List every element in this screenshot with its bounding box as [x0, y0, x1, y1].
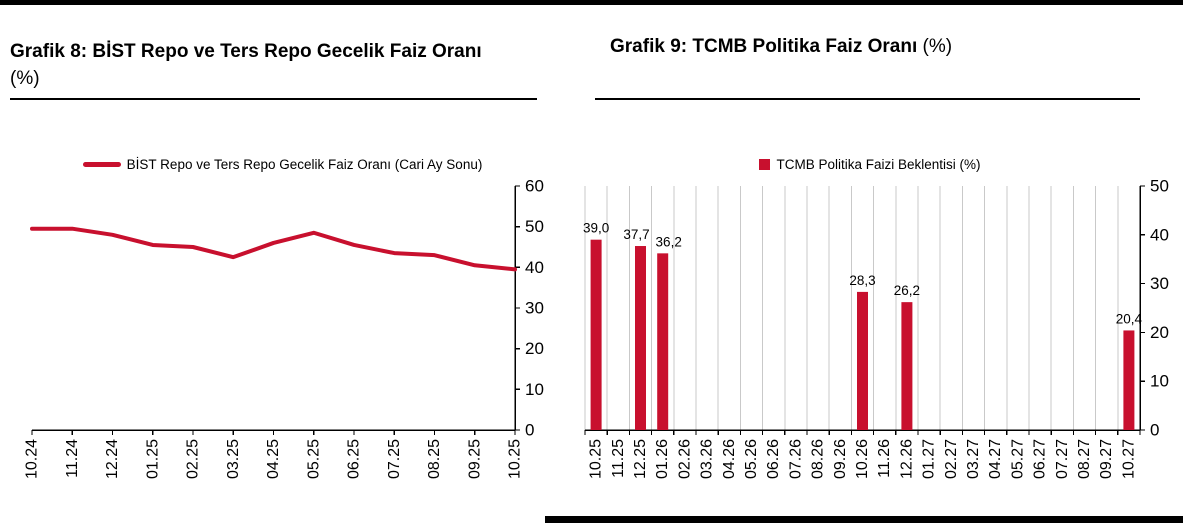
x-axis-tick-label: 12.25: [632, 439, 649, 479]
bar-value-label: 28,3: [849, 273, 875, 288]
x-axis-tick-label: 08.26: [810, 439, 827, 479]
grafik9-title: Grafik 9: TCMB Politika Faiz Oranı (%): [610, 33, 1180, 60]
y-axis-tick-label: 50: [1150, 177, 1169, 196]
x-axis-tick-label: 05.27: [1009, 439, 1026, 479]
bar-legend-swatch-icon: [759, 159, 771, 170]
y-axis-tick-label: 10: [1150, 372, 1169, 391]
x-axis-tick-label: 06.27: [1032, 439, 1049, 479]
x-axis-tick-label: 09.27: [1098, 439, 1115, 479]
x-axis-tick-label: 01.27: [921, 439, 938, 479]
bar-value-label: 26,2: [894, 283, 920, 298]
grafik9-title-unit: (%): [917, 36, 953, 57]
x-axis-tick-label: 03.27: [965, 439, 982, 479]
x-axis-tick-label: 11.24: [64, 439, 81, 478]
y-axis-tick-label: 40: [1150, 225, 1169, 244]
bar: [901, 302, 913, 430]
x-axis-tick-label: 12.24: [104, 439, 121, 479]
y-axis-tick-label: 60: [525, 177, 544, 196]
x-axis-tick-label: 06.25: [346, 439, 363, 479]
x-axis-tick-label: 07.25: [386, 439, 403, 479]
x-axis-tick-label: 01.25: [144, 439, 161, 479]
x-axis-tick-label: 01.26: [654, 439, 671, 479]
grafik9-title-text: Grafik 9: TCMB Politika Faiz Oranı: [610, 36, 918, 57]
x-axis-tick-label: 03.25: [225, 439, 242, 479]
x-axis-tick-label: 11.26: [876, 439, 893, 478]
grafik8-legend-label: BİST Repo ve Ters Repo Gecelik Faiz Oran…: [126, 157, 483, 172]
x-axis-tick-label: 02.26: [676, 439, 693, 479]
y-axis-tick-label: 0: [1150, 421, 1159, 440]
x-axis-tick-label: 10.24: [24, 439, 41, 479]
x-axis-tick-label: 07.26: [787, 439, 804, 479]
grafik9-title-underline: [595, 98, 1140, 100]
y-axis-tick-label: 30: [525, 299, 544, 318]
grafik8-title: Grafik 8: BİST Repo ve Ters Repo Gecelik…: [10, 38, 510, 92]
grafik8-line-chart: 0 10 20 30 40 50 60 10.24 11.24 12.24 01.25 02.25 03…: [24, 177, 544, 480]
bar: [657, 253, 669, 430]
x-axis-tick-label: 02.27: [943, 439, 960, 479]
top-divider-bar: [0, 0, 1183, 5]
x-axis-tick-label: 10.26: [854, 439, 871, 479]
x-axis-tick-label: 11.25: [610, 439, 627, 478]
x-axis-tick-label: 04.25: [265, 439, 282, 479]
y-axis-tick-label: 20: [1150, 323, 1169, 342]
grafik9-bar-chart: 0 10 20 30 40 50 10.25 39,0 11.25 12.25 37,7 01.26 3…: [583, 177, 1169, 480]
line-legend-swatch-icon: [82, 162, 121, 167]
bar: [590, 239, 602, 430]
line-series: [30, 226, 517, 272]
x-axis-tick-label: 09.26: [832, 439, 849, 479]
grafik8-legend: BİST Repo ve Ters Repo Gecelik Faiz Oran…: [10, 157, 555, 172]
x-axis-tick-label: 10.25: [507, 439, 524, 479]
x-axis-tick-label: 10.27: [1120, 439, 1137, 479]
x-axis-tick-label: 04.26: [721, 439, 738, 479]
x-axis-tick-label: 06.26: [765, 439, 782, 479]
y-axis-tick-label: 10: [525, 380, 544, 399]
y-axis-tick-label: 0: [525, 421, 534, 440]
grafik8-title-text: Grafik 8: BİST Repo ve Ters Repo Gecelik…: [10, 41, 482, 62]
bottom-divider-bar: [545, 516, 1183, 523]
bar-value-label: 37,7: [623, 227, 649, 242]
x-axis-tick-label: 12.26: [898, 439, 915, 479]
bar: [857, 291, 868, 430]
x-axis-tick-label: 05.26: [743, 439, 760, 479]
bar-value-label: 20,4: [1116, 311, 1143, 326]
grafik9-legend-label: TCMB Politika Faizi Beklentisi (%): [776, 157, 981, 172]
x-axis-tick-label: 08.25: [426, 439, 443, 479]
bar-value-label: 39,0: [583, 221, 609, 236]
x-axis-tick-label: 05.25: [305, 439, 322, 479]
y-axis-tick-label: 30: [1150, 274, 1169, 293]
x-axis-tick-label: 07.27: [1054, 439, 1071, 479]
y-axis-tick-label: 40: [525, 258, 544, 277]
x-axis-tick-label: 03.26: [699, 439, 716, 479]
bar: [1123, 330, 1135, 430]
y-axis-tick-label: 50: [525, 217, 544, 236]
x-axis-tick-label: 04.27: [987, 439, 1004, 479]
grafik8-title-unit: (%): [10, 68, 40, 89]
x-axis-tick-label: 08.27: [1076, 439, 1093, 479]
x-axis-tick-label: 10.25: [588, 439, 605, 479]
x-axis-tick-label: 09.25: [466, 439, 483, 479]
bar-value-label: 36,2: [656, 234, 682, 249]
x-axis-tick-label: 02.25: [185, 439, 202, 479]
grafik9-legend: TCMB Politika Faizi Beklentisi (%): [560, 157, 1180, 172]
grafik8-title-underline: [10, 98, 537, 100]
y-axis-tick-label: 20: [525, 339, 544, 358]
bar: [635, 246, 646, 430]
